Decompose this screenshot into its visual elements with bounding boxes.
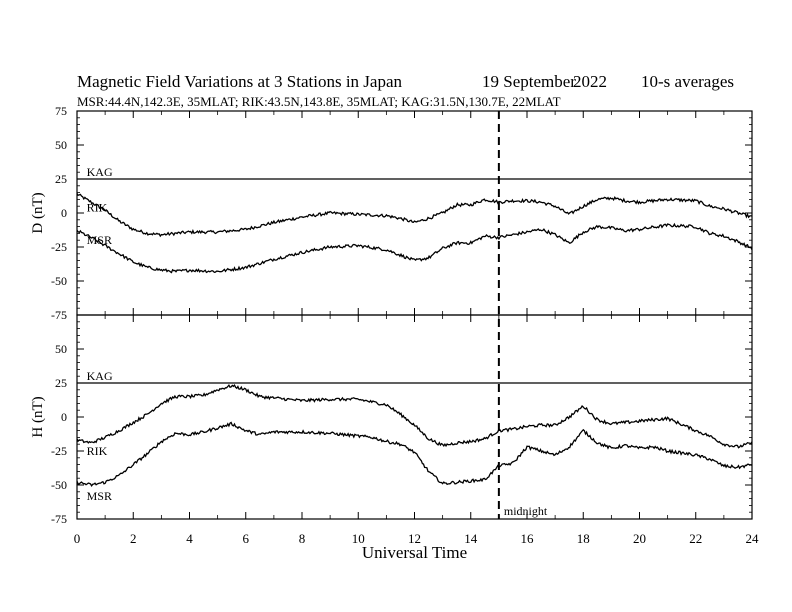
- x-tick-label: 4: [186, 531, 193, 546]
- date-day: 19 September: [482, 72, 576, 91]
- y-tick-label: 25: [55, 376, 67, 390]
- series-label-msr: MSR: [87, 489, 112, 503]
- series-label-kag: KAG: [87, 165, 113, 179]
- x-axis-label: Universal Time: [362, 543, 467, 562]
- y-tick-label: 0: [61, 206, 67, 220]
- y-axis-label: H (nT): [30, 396, 46, 437]
- x-tick-label: 10: [352, 531, 365, 546]
- series-label-rik: RIK: [87, 444, 108, 458]
- x-tick-label: 6: [243, 531, 250, 546]
- y-tick-label: 50: [55, 342, 67, 356]
- x-tick-label: 12: [408, 531, 421, 546]
- x-tick-label: 20: [633, 531, 646, 546]
- series-line-msr: [76, 421, 753, 487]
- y-tick-label: -25: [51, 240, 67, 254]
- y-tick-label: -25: [51, 444, 67, 458]
- series-label-kag: KAG: [87, 369, 113, 383]
- date-year: 2022: [573, 72, 607, 91]
- x-tick-label: 22: [689, 531, 702, 546]
- y-tick-label: -75: [51, 512, 67, 526]
- y-tick-label: -75: [51, 308, 67, 322]
- series-line-msr: [76, 222, 753, 274]
- series-label-msr: MSR: [87, 233, 112, 247]
- y-tick-label: 25: [55, 172, 67, 186]
- x-tick-label: 0: [74, 531, 81, 546]
- x-tick-label: 2: [130, 531, 137, 546]
- x-tick-label: 24: [746, 531, 760, 546]
- series-line-rik: [76, 193, 752, 238]
- y-tick-label: 75: [55, 104, 67, 118]
- y-tick-label: 50: [55, 138, 67, 152]
- panel-frame: [76, 314, 753, 520]
- y-tick-label: -50: [51, 274, 67, 288]
- chart-title: Magnetic Field Variations at 3 Stations …: [77, 72, 403, 91]
- midnight-label: midnight: [504, 504, 548, 518]
- x-tick-label: 16: [521, 531, 535, 546]
- y-tick-label: -50: [51, 478, 67, 492]
- stations-info: MSR:44.4N,142.3E, 35MLAT; RIK:43.5N,143.…: [77, 94, 561, 109]
- x-tick-label: 14: [464, 531, 478, 546]
- x-tick-label: 8: [299, 531, 306, 546]
- x-tick-label: 18: [577, 531, 590, 546]
- series-line-rik: [76, 383, 753, 449]
- y-axis-label: D (nT): [30, 192, 46, 233]
- averaging-label: 10-s averages: [641, 72, 734, 91]
- y-tick-label: 0: [61, 410, 67, 424]
- panel-frame: [76, 110, 753, 316]
- series-label-rik: RIK: [87, 201, 108, 215]
